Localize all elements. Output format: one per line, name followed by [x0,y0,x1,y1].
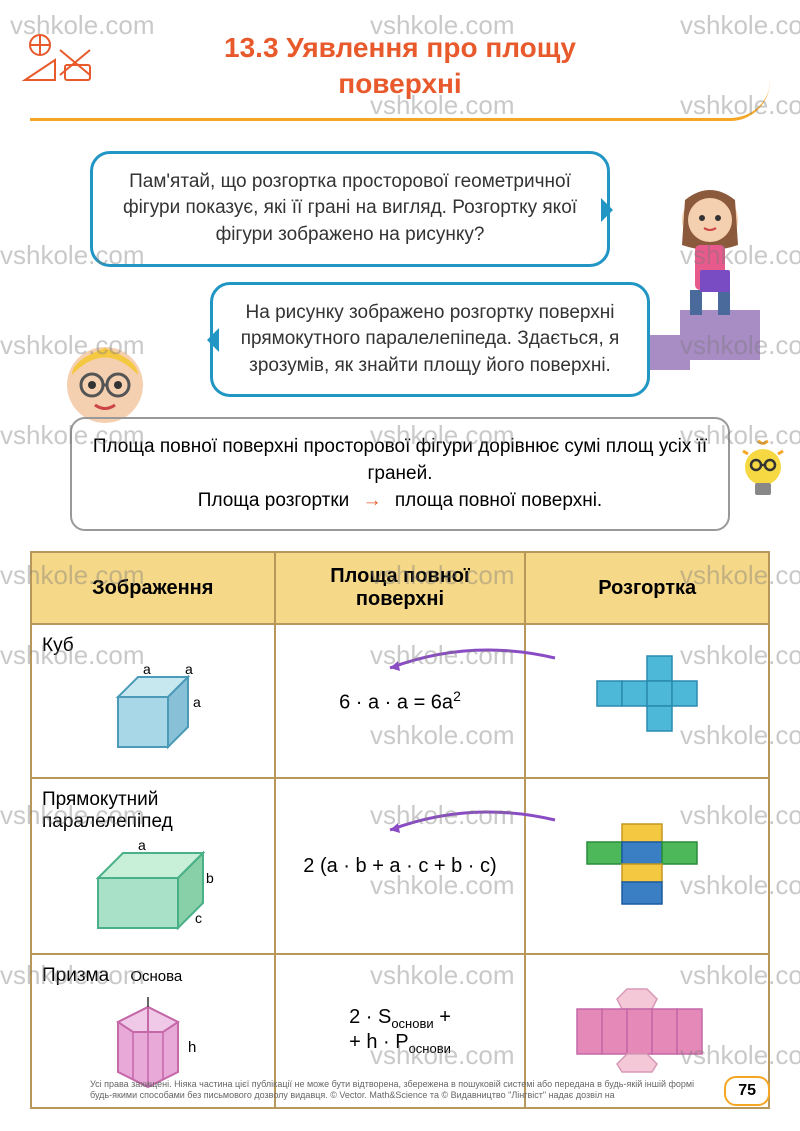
title-band: 13.3 Уявлення про площу поверхні [30,20,770,121]
table-row-cube: Куб a a a 6 · a · a = 6a2 [31,624,769,778]
header: 13.3 Уявлення про площу поверхні [30,20,770,121]
table-header-row: Зображення Площа повної поверхні Розгорт… [31,552,769,624]
curve-arrow-icon [380,643,560,673]
prism-net-icon [572,984,722,1074]
girl-character-icon [650,170,780,370]
shape-name-prism: Призма Основа [42,965,264,987]
cube-net-icon [592,654,702,744]
page-number: 75 [724,1076,770,1106]
shape-name-cuboid: Прямокутний паралелепіпед [42,789,264,833]
cuboid-icon: a b c [83,838,223,938]
col-header-net: Розгортка [525,552,769,624]
cuboid-net-icon [582,819,712,909]
math-tools-icon [20,30,100,90]
formula-cube: 6 · a · a = 6a2 [286,688,515,715]
svg-text:h: h [188,1039,196,1056]
svg-text:a: a [138,838,146,853]
shape-name-cube: Куб [42,635,264,657]
definition-relation: Площа розгортки → площа повної поверхні. [92,488,708,515]
shapes-table: Зображення Площа повної поверхні Розгорт… [30,551,770,1109]
copyright-text: Усі права захищені. Ніяка частина цієї п… [90,1079,710,1101]
svg-text:a: a [193,694,201,710]
formula-prism: 2 · Sоснови ++ h · Pоснови [286,1006,515,1056]
definition-text: Площа повної поверхні просторової фігури… [92,434,708,487]
cube-icon: a a a [93,662,213,762]
section-title: 13.3 Уявлення про площу поверхні [30,30,770,103]
formula-cuboid: 2 (a · b + a · c + b · c) [286,855,515,878]
prism-icon: h [98,992,208,1092]
curve-arrow-icon [380,805,560,835]
col-header-area: Площа повної поверхні [275,552,526,624]
definition-box: Площа повної поверхні просторової фігури… [70,417,730,531]
table-row-cuboid: Прямокутний паралелепіпед a b c [31,778,769,954]
girl-speech-bubble: Пам'ятай, що розгортка просторової геоме… [90,151,610,267]
page-container: 13.3 Уявлення про площу поверхні Пам'ята… [0,0,800,1131]
col-header-image: Зображення [31,552,275,624]
svg-text:a: a [185,662,193,677]
boy-speech-bubble: На рисунку зображено розгортку поверхні … [210,282,650,398]
lightbulb-icon [738,439,788,499]
svg-text:b: b [206,870,214,886]
svg-text:a: a [143,662,151,677]
arrow-icon: → [355,490,390,511]
svg-text:c: c [195,910,202,926]
